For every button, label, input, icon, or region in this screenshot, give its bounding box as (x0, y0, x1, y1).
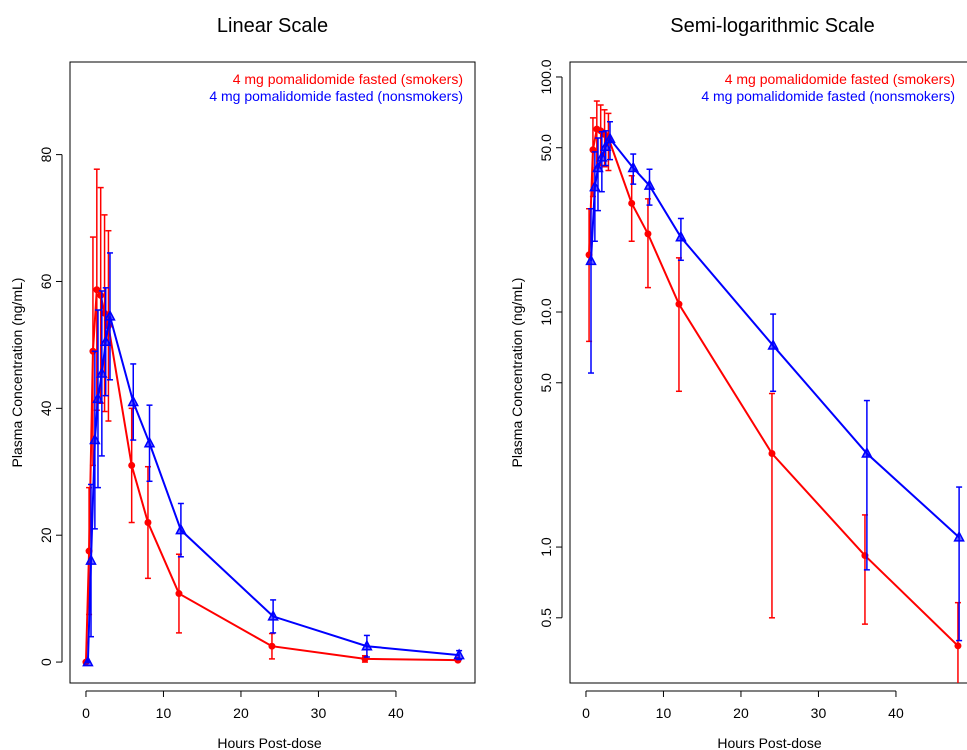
x-tick-label: 0 (582, 705, 590, 721)
marker (453, 648, 465, 660)
marker (96, 366, 108, 378)
y-tick-label: 20 (38, 527, 54, 543)
marker (643, 179, 656, 190)
marker (85, 553, 97, 565)
marker (585, 254, 597, 266)
x-tick-label: 20 (733, 705, 749, 721)
chart-title: Semi-logarithmic Scale (670, 15, 875, 37)
y-tick-label: 10.0 (538, 298, 554, 325)
marker (127, 395, 139, 407)
x-tick-label: 0 (82, 705, 90, 721)
marker (599, 140, 612, 151)
marker (93, 286, 101, 294)
marker (267, 609, 279, 621)
x-tick-label: 40 (388, 705, 404, 721)
marker (953, 530, 965, 542)
marker (89, 433, 101, 445)
marker (589, 180, 601, 192)
y-tick-label: 80 (38, 147, 54, 163)
marker (628, 199, 636, 207)
plot-frame (69, 61, 476, 684)
legend-entry: 4 mg pomalidomide fasted (smokers) (725, 71, 955, 87)
x-tick-label: 40 (888, 705, 904, 721)
marker (861, 446, 873, 458)
y-tick-label: 0.5 (538, 608, 554, 628)
y-axis-label: Plasma Concentration (ng/mL) (509, 278, 525, 468)
marker (99, 335, 112, 346)
plot-area (82, 168, 465, 667)
y-tick-label: 60 (38, 273, 54, 289)
marker (128, 461, 136, 469)
marker (361, 639, 373, 651)
y-tick-label: 40 (38, 400, 54, 416)
marker (592, 161, 604, 173)
marker (104, 309, 116, 321)
marker (768, 450, 776, 458)
x-tick-label: 30 (311, 705, 327, 721)
x-tick-label: 30 (811, 705, 827, 721)
y-tick-label: 5.0 (538, 373, 554, 393)
marker (175, 523, 187, 535)
marker (954, 642, 962, 650)
x-axis-label: Hours Post-dose (717, 735, 821, 750)
marker (675, 230, 687, 242)
marker (268, 642, 276, 650)
marker (144, 519, 152, 527)
y-tick-label: 1.0 (538, 537, 554, 557)
legend-entry: 4 mg pomalidomide fasted (nonsmokers) (209, 88, 463, 104)
marker (596, 150, 608, 162)
marker (627, 161, 639, 173)
x-tick-label: 20 (233, 705, 249, 721)
marker (97, 291, 105, 299)
plot-area (585, 100, 965, 683)
x-tick-label: 10 (156, 705, 172, 721)
marker (175, 590, 183, 598)
x-axis-label: Hours Post-dose (217, 735, 321, 750)
marker (82, 655, 94, 667)
y-tick-label: 50.0 (538, 134, 554, 161)
series-line (84, 286, 458, 663)
marker (767, 338, 779, 350)
marker (143, 436, 156, 448)
y-axis-label: Plasma Concentration (ng/mL) (9, 278, 25, 468)
y-tick-label: 0 (38, 658, 54, 666)
marker (92, 392, 104, 404)
marker (604, 132, 616, 144)
y-tick-label: 100.0 (538, 59, 554, 94)
x-tick-label: 10 (656, 705, 672, 721)
chart-title: Linear Scale (217, 15, 328, 37)
legend-entry: 4 mg pomalidomide fasted (nonsmokers) (701, 88, 955, 104)
marker (675, 300, 683, 308)
marker (644, 230, 652, 238)
legend-entry: 4 mg pomalidomide fasted (smokers) (233, 71, 463, 87)
plot-frame (569, 61, 967, 684)
